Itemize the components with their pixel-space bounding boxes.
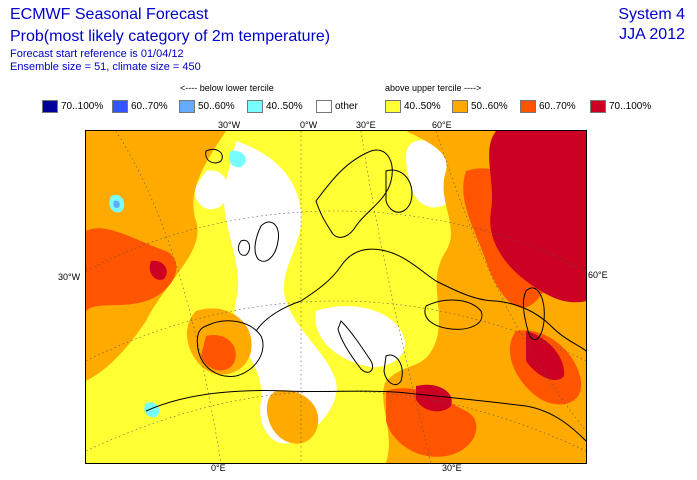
legend-swatch: [247, 99, 263, 113]
legend-swatch: [42, 99, 58, 113]
legend-swatch: [590, 99, 606, 113]
coastline-caspian: [522, 287, 545, 341]
legend-swatch: [316, 99, 332, 113]
coastline-black-sea: [424, 299, 483, 330]
legend-label: 50..60%: [198, 100, 235, 112]
legend-item: 70..100%: [42, 99, 103, 113]
legend-label: 40..50%: [404, 100, 441, 112]
legend-item: 60..70%: [520, 99, 576, 113]
grid-label-top: 30°W: [218, 120, 241, 130]
legend-label: 70..100%: [61, 100, 104, 112]
dark-red-region: [416, 384, 452, 412]
cyan-region: [229, 150, 246, 168]
system-label: System 4: [618, 6, 685, 23]
coastline-ireland: [238, 239, 251, 256]
red-orange-region: [386, 388, 477, 457]
coastline-europe: [255, 248, 586, 352]
legend-item: 40..50%: [247, 99, 303, 113]
coastlines: [145, 148, 586, 442]
dark-red-region: [526, 331, 565, 381]
period-label: JJA 2012: [619, 26, 685, 43]
dark-red-region: [149, 260, 167, 280]
coastline-britain: [254, 221, 280, 262]
forecast-map: [85, 130, 587, 464]
light-blue-region: [113, 200, 120, 209]
legend-label: 60..70%: [131, 100, 168, 112]
graticule: [86, 131, 586, 463]
grid-label-bottom: 30°E: [442, 463, 462, 473]
coastline-iberia: [196, 320, 264, 377]
coastline-finland: [385, 169, 413, 213]
legend-item: 40..50%: [385, 99, 441, 113]
legend-item: 70..100%: [590, 99, 651, 113]
legend-swatch: [452, 99, 468, 113]
start-reference: Forecast start reference is 01/04/12: [10, 48, 184, 60]
other-region: [315, 306, 406, 367]
legend-item: other: [316, 99, 358, 113]
grid-label-top: 30°E: [356, 120, 376, 130]
legend-label: 70..100%: [609, 100, 652, 112]
legend-swatch: [520, 99, 536, 113]
grid-label-top: 60°E: [432, 120, 452, 130]
coastline-greece: [383, 354, 403, 386]
other-region: [195, 170, 229, 210]
legend-swatch: [385, 99, 401, 113]
cyan-region: [144, 402, 160, 418]
red-orange-region: [201, 335, 236, 371]
legend-label: 40..50%: [266, 100, 303, 112]
title: ECMWF Seasonal Forecast: [10, 6, 209, 23]
grid-label-bottom: 0°E: [211, 463, 226, 473]
legend-label: 60..70%: [539, 100, 576, 112]
coastline-scandinavia: [315, 149, 393, 238]
coastline-africa: [145, 390, 586, 442]
legend-label: other: [335, 100, 358, 112]
coastline-italy: [337, 320, 374, 373]
map-canvas: [86, 131, 586, 463]
legend-item: 60..70%: [112, 99, 168, 113]
grid-label-top: 0°W: [300, 120, 318, 130]
subtitle: Prob(most likely category of 2m temperat…: [10, 28, 331, 45]
other-region: [223, 141, 337, 444]
red-orange-region: [86, 228, 177, 311]
above-tercile-hint: above upper tercile ---->: [385, 83, 482, 93]
legend-item: 50..60%: [179, 99, 235, 113]
legend-swatch: [179, 99, 195, 113]
grid-label-right: 60°E: [588, 270, 608, 280]
legend-swatch: [112, 99, 128, 113]
legend-item: 50..60%: [452, 99, 508, 113]
dark-red-region: [489, 131, 586, 303]
below-tercile-hint: <---- below lower tercile: [180, 83, 274, 93]
orange-region: [266, 390, 319, 444]
ensemble-size: Ensemble size = 51, climate size = 450: [10, 61, 201, 73]
legend-label: 50..60%: [471, 100, 508, 112]
grid-label-left: 30°W: [58, 272, 81, 282]
coastline-iceland: [205, 148, 223, 164]
graticule-line: [360, 131, 432, 463]
